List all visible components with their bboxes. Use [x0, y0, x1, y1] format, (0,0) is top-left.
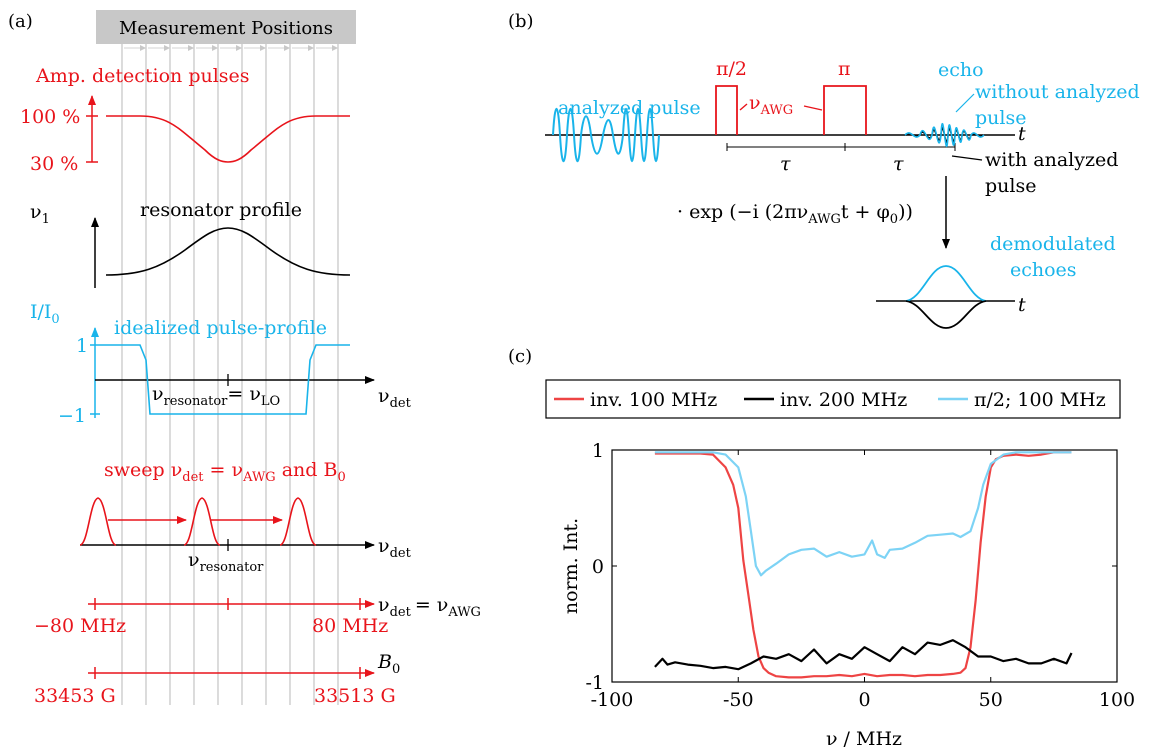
- without-line2: pulse: [975, 107, 1026, 129]
- series-line-1: [654, 451, 1072, 679]
- nu1-label: ν1: [30, 201, 50, 227]
- idealized-label: idealized pulse-profile: [114, 317, 327, 339]
- nu-awg-label: νAWG: [749, 92, 793, 118]
- x-tick-label: 0: [858, 689, 870, 711]
- nu-det-label-2: νdet: [378, 535, 412, 561]
- legend-label-1: inv. 100 MHz: [590, 389, 717, 411]
- tau-label-1: τ: [780, 153, 791, 175]
- panel-c-label: (c): [508, 346, 532, 367]
- field-left-label: 33453 G: [34, 685, 116, 707]
- resonator-curve: [105, 227, 351, 276]
- demod-echo-down: [905, 300, 987, 329]
- amp-high-label: 100 %: [20, 106, 80, 128]
- amp-low-label: 30 %: [30, 153, 78, 175]
- panel-a: (a) Measurement Positions: [8, 10, 481, 707]
- pi-half-pulse: [715, 85, 738, 135]
- tick-labels: -100 -50 0 50 100 -1 0 1: [585, 440, 1135, 711]
- demod-line2: echoes: [1010, 259, 1077, 281]
- y-axis-label: norm. Int.: [560, 518, 582, 614]
- demod-line1: demodulated: [990, 233, 1116, 255]
- measurement-header-box: [96, 10, 356, 44]
- one-label: 1: [76, 335, 88, 357]
- without-line1: without analyzed: [975, 81, 1140, 103]
- axis-ticks: [611, 449, 1118, 683]
- x-tick-label: 50: [979, 689, 1003, 711]
- freq-right-label: 80 MHz: [312, 615, 388, 637]
- resonator-profile-label: resonator profile: [140, 199, 302, 221]
- sweep-peak-1: [79, 497, 117, 546]
- panel-b-label: (b): [508, 11, 534, 32]
- nu-det-label-1: νdet: [378, 385, 412, 411]
- y-tick-label: -1: [585, 672, 604, 694]
- series-line-2: [654, 639, 1073, 671]
- demod-echo-up: [905, 265, 987, 302]
- field-right-label: 33513 G: [314, 685, 396, 707]
- with-line2: pulse: [985, 175, 1036, 197]
- minus-one-label: −1: [58, 405, 86, 427]
- pi-half-label: π/2: [716, 58, 747, 80]
- idealized-curve: [100, 344, 350, 415]
- demod-formula: · exp (−i (2πνAWGt + φ0)): [677, 201, 913, 227]
- analyzed-pulse-wave: [552, 108, 660, 162]
- echo-label: echo: [938, 59, 984, 81]
- sweep-label: sweep νdet = νAWG and B0: [104, 459, 346, 485]
- panel-c: (c) inv. 100 MHz inv. 200 MHz π/2; 100 M…: [508, 346, 1135, 750]
- measurement-header: Measurement Positions: [119, 18, 333, 39]
- legend-box: [545, 379, 1121, 419]
- with-line1: with analyzed: [985, 149, 1118, 171]
- measurement-lines: [121, 44, 339, 705]
- y-tick-label: 1: [592, 440, 604, 462]
- y-tick-label: 0: [592, 556, 604, 578]
- panel-b: (b) analyzed pulse t π/2 π νAWG τ τ echo…: [508, 11, 1140, 329]
- i-axis-label: I/I0: [30, 301, 60, 327]
- amp-title: Amp. detection pulses: [35, 65, 250, 87]
- resonator-label-2: νresonator: [188, 549, 264, 575]
- resonator-eq-label: νresonator= νLO: [152, 383, 280, 409]
- x-tick-label: -100: [591, 689, 634, 711]
- pi-label: π: [838, 58, 851, 80]
- sweep-peak-2: [183, 497, 221, 546]
- data-series: [654, 451, 1073, 679]
- b0-label: B0: [377, 651, 400, 677]
- freq-axis-label: νdet = νAWG: [378, 594, 481, 620]
- t-label-2: t: [1018, 294, 1026, 316]
- x-tick-label: 100: [1099, 689, 1135, 711]
- sweep-peak-3: [279, 497, 317, 546]
- echo-without: [904, 123, 985, 147]
- x-axis-label: ν / MHz: [826, 728, 902, 750]
- series-line-3: [654, 451, 1072, 577]
- analyzed-pulse-label: analyzed pulse: [558, 97, 701, 119]
- legend-label-3: π/2; 100 MHz: [974, 389, 1106, 411]
- tau-label-2: τ: [893, 153, 904, 175]
- freq-left-label: −80 MHz: [34, 615, 126, 637]
- x-tick-label: -50: [723, 689, 754, 711]
- t-label-1: t: [1018, 123, 1026, 145]
- amp-curve: [106, 115, 350, 163]
- pi-pulse: [823, 85, 867, 135]
- panel-a-label: (a): [8, 11, 33, 32]
- legend-label-2: inv. 200 MHz: [780, 389, 907, 411]
